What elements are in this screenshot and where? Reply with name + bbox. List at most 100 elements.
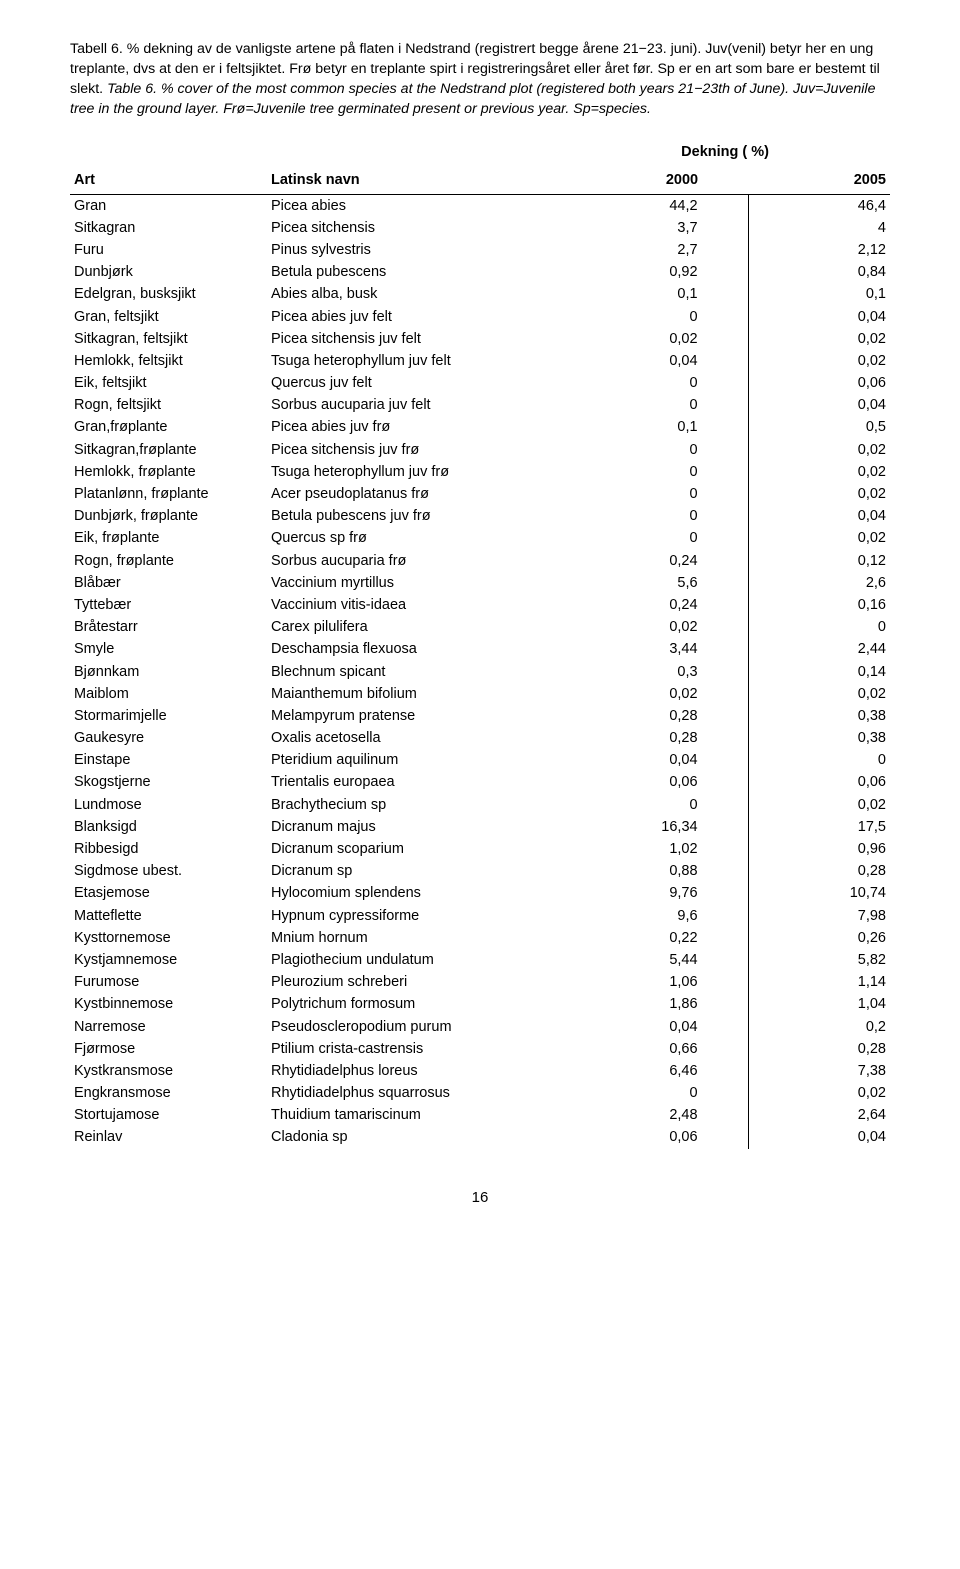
table-row: Gran, feltsjiktPicea abies juv felt00,04 [70, 305, 890, 327]
cell-2000: 0,88 [560, 860, 748, 882]
cell-latin: Acer pseudoplatanus frø [267, 483, 560, 505]
cell-latin: Picea sitchensis juv frø [267, 439, 560, 461]
cell-latin: Hypnum cypressiforme [267, 905, 560, 927]
cell-2000: 5,6 [560, 572, 748, 594]
cell-2005: 0,38 [748, 727, 890, 749]
cell-2005: 0,38 [748, 705, 890, 727]
cell-2000: 0,02 [560, 328, 748, 350]
cell-2005: 0,02 [748, 527, 890, 549]
cell-2005: 17,5 [748, 816, 890, 838]
cell-2000: 0,1 [560, 283, 748, 305]
cell-art: Sitkagran [70, 217, 267, 239]
cell-2005: 46,4 [748, 194, 890, 217]
cell-latin: Thuidium tamariscinum [267, 1104, 560, 1126]
table-row: Sitkagran, feltsjiktPicea sitchensis juv… [70, 328, 890, 350]
header-latin: Latinsk navn [267, 166, 560, 195]
table-row: BråtestarrCarex pilulifera0,020 [70, 616, 890, 638]
table-row: EtasjemoseHylocomium splendens9,7610,74 [70, 882, 890, 904]
cell-art: Sitkagran,frøplante [70, 439, 267, 461]
cell-art: Engkransmose [70, 1082, 267, 1104]
cell-2000: 1,02 [560, 838, 748, 860]
cell-2005: 7,38 [748, 1060, 890, 1082]
cell-2005: 0,16 [748, 594, 890, 616]
cell-latin: Pseudoscleropodium purum [267, 1015, 560, 1037]
cell-2005: 2,6 [748, 572, 890, 594]
cell-2005: 0,02 [748, 794, 890, 816]
cell-latin: Dicranum scoparium [267, 838, 560, 860]
cell-2000: 0,04 [560, 749, 748, 771]
cell-art: Gaukesyre [70, 727, 267, 749]
cell-latin: Betula pubescens juv frø [267, 505, 560, 527]
table-row: Rogn, frøplanteSorbus aucuparia frø0,240… [70, 550, 890, 572]
table-row: Hemlokk, feltsjiktTsuga heterophyllum ju… [70, 350, 890, 372]
cell-2000: 0,06 [560, 1126, 748, 1148]
cell-latin: Mnium hornum [267, 927, 560, 949]
cell-art: Sigdmose ubest. [70, 860, 267, 882]
cell-art: Dunbjørk, frøplante [70, 505, 267, 527]
cell-2000: 3,44 [560, 638, 748, 660]
cell-art: Maiblom [70, 683, 267, 705]
cell-latin: Brachythecium sp [267, 794, 560, 816]
cell-2000: 1,06 [560, 971, 748, 993]
cell-latin: Maianthemum bifolium [267, 683, 560, 705]
table-row: KystjamnemosePlagiothecium undulatum5,44… [70, 949, 890, 971]
table-row: BjønnkamBlechnum spicant0,30,14 [70, 660, 890, 682]
cell-art: Matteflette [70, 905, 267, 927]
cell-latin: Deschampsia flexuosa [267, 638, 560, 660]
cell-2000: 0,06 [560, 771, 748, 793]
cell-art: Fjørmose [70, 1038, 267, 1060]
cell-2005: 4 [748, 217, 890, 239]
cell-latin: Sorbus aucuparia frø [267, 550, 560, 572]
cell-art: Gran,frøplante [70, 416, 267, 438]
table-row: EinstapePteridium aquilinum0,040 [70, 749, 890, 771]
cell-2000: 3,7 [560, 217, 748, 239]
cell-latin: Polytrichum formosum [267, 993, 560, 1015]
table-row: KysttornemoseMnium hornum0,220,26 [70, 927, 890, 949]
cell-2000: 0,3 [560, 660, 748, 682]
cell-latin: Ptilium crista-castrensis [267, 1038, 560, 1060]
cell-2000: 0,24 [560, 594, 748, 616]
cell-latin: Pleurozium schreberi [267, 971, 560, 993]
header-art: Art [70, 166, 267, 195]
table-row: SitkagranPicea sitchensis3,74 [70, 217, 890, 239]
cell-2005: 0,28 [748, 1038, 890, 1060]
cell-art: Smyle [70, 638, 267, 660]
cell-2000: 5,44 [560, 949, 748, 971]
cell-latin: Tsuga heterophyllum juv felt [267, 350, 560, 372]
cell-latin: Quercus juv felt [267, 372, 560, 394]
cell-art: Rogn, feltsjikt [70, 394, 267, 416]
cell-2000: 0,02 [560, 616, 748, 638]
cell-2000: 0 [560, 483, 748, 505]
table-row: FurumosePleurozium schreberi1,061,14 [70, 971, 890, 993]
cell-2000: 0,02 [560, 683, 748, 705]
cell-2005: 5,82 [748, 949, 890, 971]
cell-2000: 2,48 [560, 1104, 748, 1126]
table-row: Platanlønn, frøplanteAcer pseudoplatanus… [70, 483, 890, 505]
cell-art: Tyttebær [70, 594, 267, 616]
cell-2005: 0,02 [748, 350, 890, 372]
table-row: GaukesyreOxalis acetosella0,280,38 [70, 727, 890, 749]
cell-art: Einstape [70, 749, 267, 771]
cell-2005: 0,06 [748, 372, 890, 394]
cell-2005: 0,06 [748, 771, 890, 793]
cell-2005: 0,28 [748, 860, 890, 882]
cell-art: Kysttornemose [70, 927, 267, 949]
cell-2005: 0,04 [748, 1126, 890, 1148]
cell-art: Ribbesigd [70, 838, 267, 860]
table-row: MaiblomMaianthemum bifolium0,020,02 [70, 683, 890, 705]
cell-2000: 0 [560, 794, 748, 816]
cell-2005: 0,04 [748, 505, 890, 527]
cell-2000: 0,24 [560, 550, 748, 572]
cell-latin: Rhytidiadelphus squarrosus [267, 1082, 560, 1104]
table-row: Sitkagran,frøplantePicea sitchensis juv … [70, 439, 890, 461]
cell-art: Sitkagran, feltsjikt [70, 328, 267, 350]
table-row: Rogn, feltsjiktSorbus aucuparia juv felt… [70, 394, 890, 416]
table-row: Eik, feltsjiktQuercus juv felt00,06 [70, 372, 890, 394]
cell-latin: Vaccinium vitis-idaea [267, 594, 560, 616]
cell-art: Stormarimjelle [70, 705, 267, 727]
cell-2000: 9,6 [560, 905, 748, 927]
cell-2000: 6,46 [560, 1060, 748, 1082]
table-row: ReinlavCladonia sp0,060,04 [70, 1126, 890, 1148]
cell-2005: 0,84 [748, 261, 890, 283]
table-row: BlåbærVaccinium myrtillus5,62,6 [70, 572, 890, 594]
